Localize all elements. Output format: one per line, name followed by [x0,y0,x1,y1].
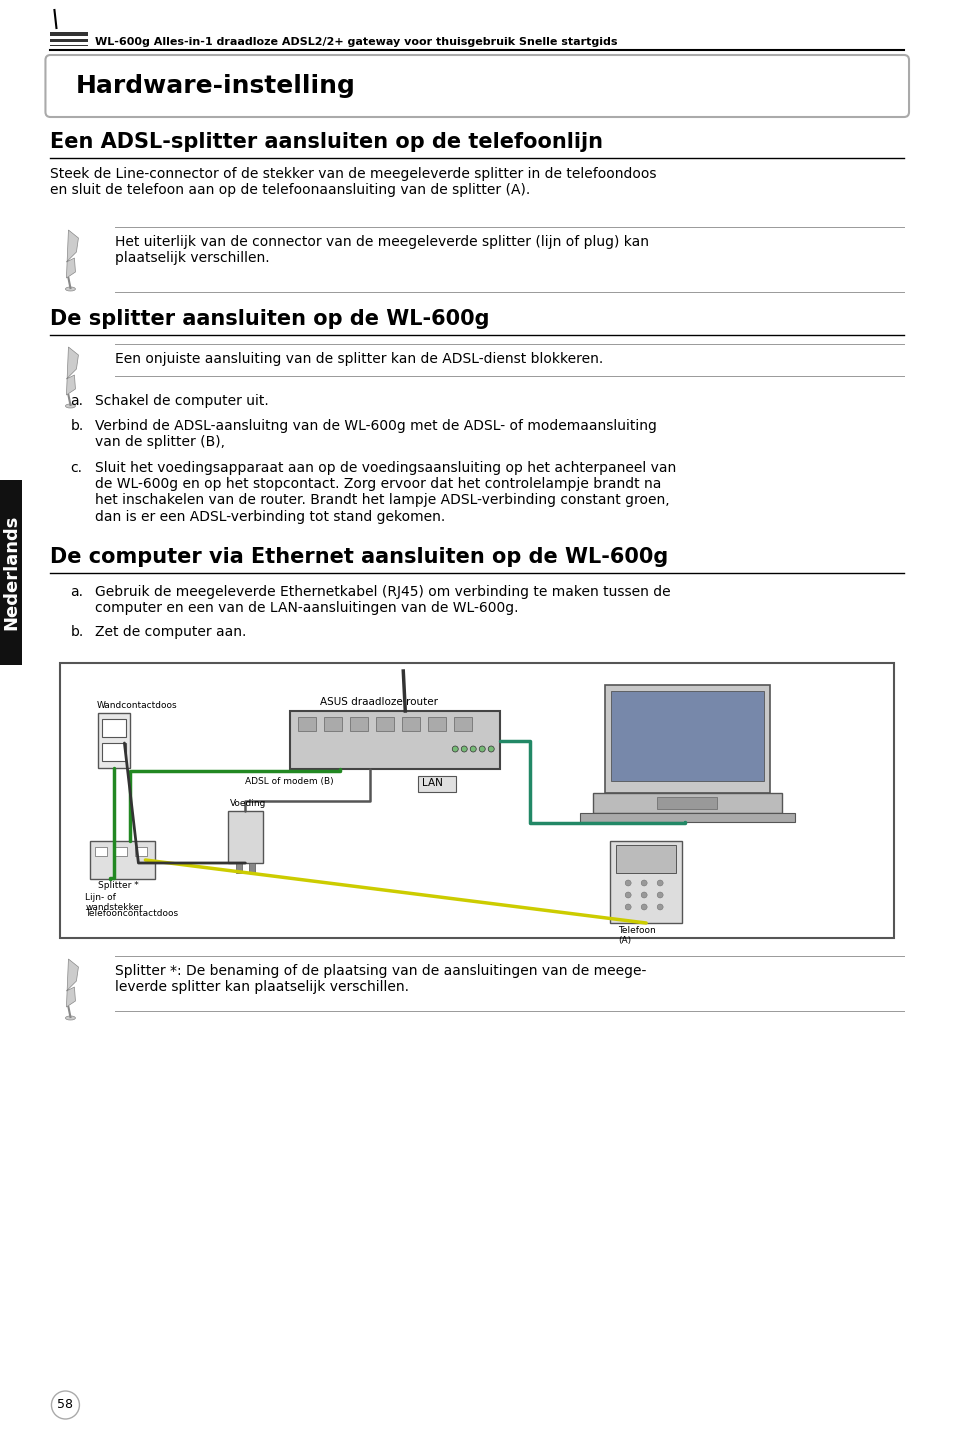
Bar [102,743,127,760]
Polygon shape [67,959,78,1007]
Bar [350,717,368,730]
Bar [611,692,763,780]
Circle shape [624,892,631,898]
Bar [51,29,89,46]
Circle shape [640,881,646,886]
Bar [417,776,456,792]
Text: a.: a. [71,394,83,408]
Text: b.: b. [71,624,84,639]
Bar [249,863,255,874]
Text: Steek de Line-connector of de stekker van de meegeleverde splitter in de telefoo: Steek de Line-connector of de stekker va… [51,168,657,198]
Bar [60,663,893,938]
Circle shape [640,892,646,898]
Circle shape [51,1390,79,1419]
Bar [657,798,717,809]
Text: Sluit het voedingsapparaat aan op de voedingsaansluiting op het achterpaneel van: Sluit het voedingsapparaat aan op de voe… [95,461,676,524]
Text: LAN: LAN [422,778,443,788]
Circle shape [488,746,494,752]
Ellipse shape [66,286,75,291]
Ellipse shape [66,404,75,408]
Text: Telefoon
(A): Telefoon (A) [618,927,656,945]
Bar [610,841,681,924]
Text: 58: 58 [57,1399,73,1412]
Text: Voeding: Voeding [230,799,267,808]
Text: c.: c. [71,461,82,475]
Text: b.: b. [71,420,84,432]
Text: Splitter *: Splitter * [98,881,139,891]
Bar [95,846,108,856]
Bar [115,846,128,856]
Polygon shape [67,231,78,278]
Circle shape [460,746,467,752]
Bar [324,717,342,730]
Text: ADSL of modem (B): ADSL of modem (B) [245,778,334,786]
Text: ASUS draadloze router: ASUS draadloze router [320,697,437,707]
Circle shape [452,746,457,752]
Text: a.: a. [71,586,83,599]
Text: Het uiterlijk van de connector van de meegeleverde splitter (lijn of plug) kan
p: Het uiterlijk van de connector van de me… [115,235,649,265]
Text: Een ADSL-splitter aansluiten op de telefoonlijn: Een ADSL-splitter aansluiten op de telef… [51,132,603,152]
Text: De computer via Ethernet aansluiten op de WL-600g: De computer via Ethernet aansluiten op d… [51,547,668,567]
Bar [102,719,127,737]
Text: Verbind de ADSL-aansluitng van de WL-600g met de ADSL- of modemaansluiting
van d: Verbind de ADSL-aansluitng van de WL-600… [95,420,657,450]
Text: Wandcontactdoos: Wandcontactdoos [96,702,177,710]
Text: WL-600g Alles-in-1 draadloze ADSL2/2+ gateway voor thuisgebruik Snelle startgids: WL-600g Alles-in-1 draadloze ADSL2/2+ ga… [95,37,618,47]
Bar [375,717,394,730]
Bar [579,813,794,822]
Circle shape [657,892,662,898]
Bar [298,717,316,730]
FancyBboxPatch shape [46,54,908,117]
Circle shape [640,904,646,909]
Polygon shape [67,347,78,395]
Bar [428,717,446,730]
Bar [51,29,89,32]
Bar [236,863,242,874]
Text: Schakel de computer uit.: Schakel de computer uit. [95,394,269,408]
Bar [604,684,769,793]
Circle shape [624,881,631,886]
Bar [616,845,676,874]
Circle shape [478,746,485,752]
Bar [593,793,781,813]
Text: Lijn- of
wandstekker: Lijn- of wandstekker [86,894,143,912]
Bar [51,42,89,44]
Bar [402,717,420,730]
Text: De splitter aansluiten op de WL-600g: De splitter aansluiten op de WL-600g [51,309,490,329]
Text: Een onjuiste aansluiting van de splitter kan de ADSL-dienst blokkeren.: Een onjuiste aansluiting van de splitter… [115,352,603,367]
Bar [51,36,89,39]
Bar [98,713,131,768]
Circle shape [657,904,662,909]
Text: Hardware-instelling: Hardware-instelling [75,74,355,97]
Text: Splitter *: De benaming of de plaatsing van de aansluitingen van de meege-
lever: Splitter *: De benaming of de plaatsing … [115,964,646,994]
Bar [228,811,263,863]
Bar [91,841,155,879]
Circle shape [624,904,631,909]
Bar [290,712,499,769]
Bar [135,846,148,856]
Bar [454,717,472,730]
Bar [0,480,23,664]
Circle shape [657,881,662,886]
Ellipse shape [66,1015,75,1020]
Text: Zet de computer aan.: Zet de computer aan. [95,624,247,639]
Text: Gebruik de meegeleverde Ethernetkabel (RJ45) om verbinding te maken tussen de
co: Gebruik de meegeleverde Ethernetkabel (R… [95,586,670,616]
Text: Nederlands: Nederlands [3,516,20,630]
Circle shape [470,746,476,752]
Text: Telefooncontactdoos: Telefooncontactdoos [86,909,178,918]
